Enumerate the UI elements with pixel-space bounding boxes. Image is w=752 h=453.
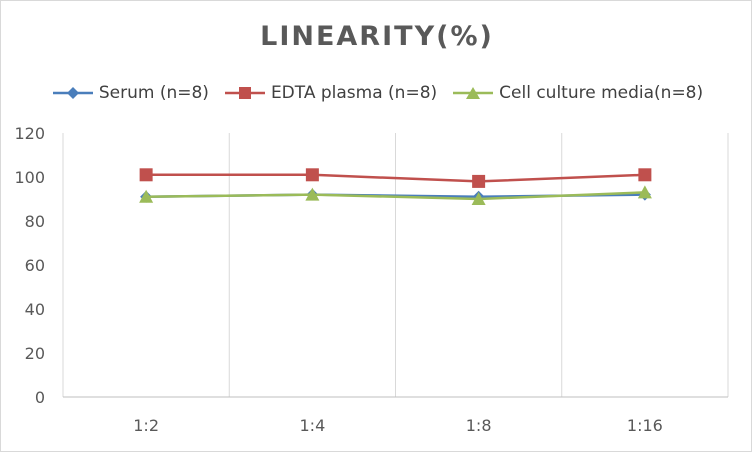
chart-title: LINEARITY(%) [260, 21, 494, 52]
data-point-2 [305, 187, 320, 201]
series-line-1 [146, 173, 645, 183]
legend-item-cell-culture-media: Cell culture media(n=8) [451, 83, 703, 103]
y-tick-label: 100 [14, 168, 45, 187]
x-tick-label: 1:16 [627, 416, 663, 435]
legend-swatch-edta-plasma [224, 87, 265, 99]
legend-swatch-serum [52, 87, 93, 99]
legend: Serum (n=8) EDTA plasma (n=8) Cell cultu… [1, 80, 752, 106]
data-point-2 [139, 189, 154, 203]
y-tick-label: 120 [14, 124, 45, 143]
data-point-1 [305, 168, 319, 182]
y-tick-label: 60 [25, 256, 45, 275]
legend-item-serum: Serum (n=8) [51, 83, 209, 103]
data-point-1 [472, 174, 486, 188]
legend-label-cell-culture-media: Cell culture media(n=8) [499, 83, 704, 103]
data-point-2 [471, 192, 486, 205]
series-line-2 [146, 191, 645, 201]
legend-label-serum: Serum (n=8) [98, 83, 209, 103]
data-point-1 [638, 168, 652, 182]
legend-swatch-cell-culture-media [453, 87, 494, 99]
legend-item-edta-plasma: EDTA plasma (n=8) [223, 83, 437, 103]
x-tick-label: 1:4 [300, 416, 326, 435]
y-tick-label: 40 [25, 300, 45, 319]
x-tick-label: 1:8 [466, 416, 492, 435]
y-tick-label: 80 [25, 212, 45, 231]
legend-label-edta-plasma: EDTA plasma (n=8) [270, 83, 438, 103]
y-tick-label: 20 [25, 344, 45, 363]
data-point-1 [139, 168, 153, 182]
y-tick-label: 0 [35, 388, 45, 407]
data-point-2 [637, 185, 652, 199]
x-tick-label: 1:2 [133, 416, 159, 435]
